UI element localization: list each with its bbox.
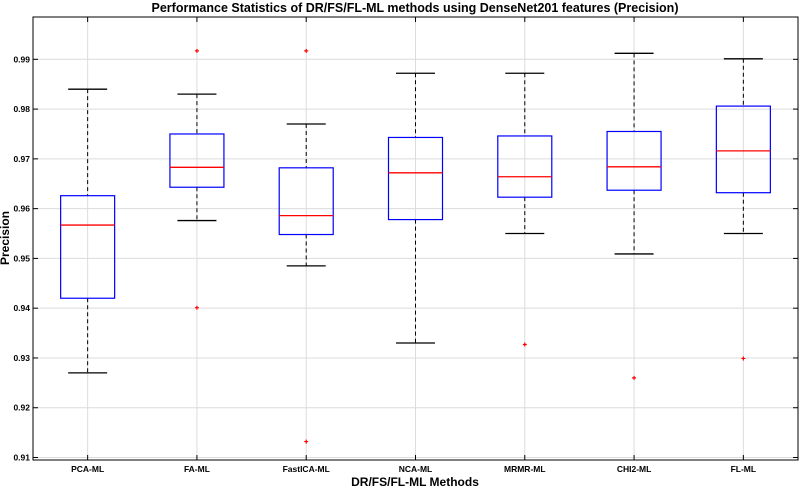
y-tick-label: 0.97 [13, 154, 30, 164]
y-tick-label: 0.96 [13, 204, 30, 214]
outlier-point [304, 439, 309, 444]
box-PCA-ML [60, 88, 116, 374]
y-axis-label: Precision [0, 211, 12, 265]
x-tick-label: CHI2-ML [617, 464, 651, 474]
x-tick-label: FA-ML [184, 464, 210, 474]
outlier-point [522, 342, 527, 347]
grid-layer [33, 17, 798, 460]
box-layer [60, 48, 771, 444]
outlier-point [304, 48, 309, 53]
y-tick-label: 0.92 [13, 403, 30, 413]
iqr-box [60, 195, 116, 299]
y-tick-label: 0.93 [13, 353, 30, 363]
iqr-box [606, 130, 662, 191]
chart-title: Performance Statistics of DR/FS/FL-ML me… [152, 1, 679, 15]
box-FastICA-ML [278, 48, 334, 444]
box-CHI2-ML [606, 52, 662, 380]
x-tick-label: MRMR-ML [504, 464, 546, 474]
iqr-box [387, 136, 444, 221]
x-tick-label: FL-ML [731, 464, 757, 474]
outlier-point [741, 356, 746, 361]
iqr-box [278, 167, 334, 236]
y-tick-label: 0.94 [13, 303, 30, 313]
y-tick-label: 0.98 [13, 104, 30, 114]
box-FA-ML [169, 48, 225, 310]
box-NCA-ML [387, 72, 444, 344]
iqr-box [715, 105, 771, 194]
x-axis-label: DR/FS/FL-ML Methods [351, 475, 479, 489]
tick-layer: 0.91 0.92 0.93 0.94 0.95 0.96 0.97 0.98 0.99 PCA-… [13, 17, 798, 474]
iqr-box [169, 133, 225, 188]
y-tick-label: 0.95 [13, 253, 30, 263]
outlier-point [194, 48, 199, 53]
box-MRMR-ML [497, 72, 553, 347]
y-tick-label: 0.99 [13, 54, 30, 64]
x-tick-label: NCA-ML [399, 464, 433, 474]
y-tick-label: 0.91 [13, 453, 30, 463]
x-tick-label: PCA-ML [71, 464, 104, 474]
outlier-point [632, 375, 637, 380]
box-FL-ML [715, 58, 771, 361]
x-tick-label: FastICA-ML [283, 464, 330, 474]
iqr-box [497, 135, 553, 198]
outlier-point [194, 305, 199, 310]
